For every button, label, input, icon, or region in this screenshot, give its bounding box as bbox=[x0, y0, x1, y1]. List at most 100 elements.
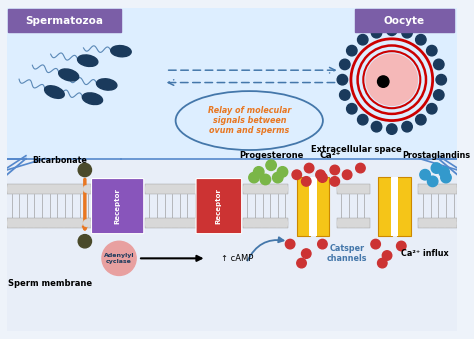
Circle shape bbox=[352, 185, 359, 193]
Circle shape bbox=[371, 27, 382, 38]
Circle shape bbox=[397, 241, 406, 251]
Circle shape bbox=[344, 219, 352, 227]
Bar bbox=[309, 177, 317, 236]
Circle shape bbox=[339, 90, 350, 100]
Bar bbox=[243, 218, 288, 228]
Bar bbox=[7, 218, 91, 228]
Bar bbox=[7, 184, 91, 194]
Bar bbox=[297, 177, 310, 236]
Bar bbox=[337, 184, 370, 194]
Circle shape bbox=[60, 219, 68, 227]
Circle shape bbox=[243, 219, 250, 227]
Circle shape bbox=[281, 185, 288, 193]
Circle shape bbox=[416, 35, 426, 45]
Circle shape bbox=[436, 75, 447, 85]
Text: Catsper
channels: Catsper channels bbox=[327, 244, 367, 263]
Circle shape bbox=[152, 185, 160, 193]
Circle shape bbox=[346, 45, 357, 56]
Circle shape bbox=[441, 219, 449, 227]
Circle shape bbox=[191, 219, 198, 227]
Circle shape bbox=[30, 219, 37, 227]
Circle shape bbox=[441, 185, 449, 193]
Circle shape bbox=[15, 219, 22, 227]
Circle shape bbox=[427, 103, 437, 114]
Ellipse shape bbox=[82, 93, 102, 104]
Circle shape bbox=[53, 219, 60, 227]
Circle shape bbox=[434, 219, 441, 227]
Circle shape bbox=[183, 219, 191, 227]
Circle shape bbox=[434, 185, 441, 193]
Circle shape bbox=[78, 235, 91, 248]
Circle shape bbox=[318, 173, 327, 182]
Circle shape bbox=[337, 219, 344, 227]
Text: Extracellular space: Extracellular space bbox=[311, 144, 402, 154]
Bar bbox=[398, 177, 411, 236]
Circle shape bbox=[378, 258, 387, 268]
Circle shape bbox=[337, 75, 347, 85]
Circle shape bbox=[301, 177, 311, 186]
Bar bbox=[7, 8, 457, 159]
Circle shape bbox=[285, 239, 295, 249]
Circle shape bbox=[45, 185, 53, 193]
Circle shape bbox=[250, 185, 258, 193]
Circle shape bbox=[342, 170, 352, 179]
Circle shape bbox=[258, 185, 265, 193]
Circle shape bbox=[45, 219, 53, 227]
Circle shape bbox=[359, 219, 367, 227]
FancyBboxPatch shape bbox=[91, 179, 144, 234]
Bar bbox=[316, 177, 329, 236]
Circle shape bbox=[152, 219, 160, 227]
Circle shape bbox=[83, 219, 91, 227]
Ellipse shape bbox=[97, 79, 117, 90]
Circle shape bbox=[22, 219, 30, 227]
Circle shape bbox=[83, 185, 91, 193]
Bar bbox=[419, 218, 457, 228]
Circle shape bbox=[68, 185, 75, 193]
Circle shape bbox=[249, 172, 259, 183]
Text: Ca²⁺: Ca²⁺ bbox=[319, 152, 341, 160]
Text: Receptor: Receptor bbox=[216, 188, 222, 224]
Circle shape bbox=[37, 185, 45, 193]
Circle shape bbox=[402, 27, 412, 38]
Text: Adenylyl
cyclase: Adenylyl cyclase bbox=[104, 253, 134, 264]
Circle shape bbox=[426, 185, 434, 193]
Circle shape bbox=[68, 219, 75, 227]
Circle shape bbox=[431, 163, 442, 173]
Circle shape bbox=[420, 170, 430, 180]
Text: ↑ cAMP: ↑ cAMP bbox=[221, 254, 253, 263]
Circle shape bbox=[175, 219, 183, 227]
Circle shape bbox=[449, 219, 456, 227]
Bar bbox=[337, 218, 370, 228]
Circle shape bbox=[439, 167, 449, 177]
Circle shape bbox=[160, 185, 167, 193]
Circle shape bbox=[273, 185, 281, 193]
Circle shape bbox=[346, 103, 357, 114]
Circle shape bbox=[277, 167, 288, 177]
Ellipse shape bbox=[59, 69, 79, 81]
Circle shape bbox=[7, 219, 15, 227]
Text: Bicarbonate: Bicarbonate bbox=[32, 156, 87, 165]
Bar bbox=[7, 159, 457, 331]
Circle shape bbox=[359, 185, 367, 193]
Circle shape bbox=[434, 90, 444, 100]
Circle shape bbox=[258, 219, 265, 227]
Circle shape bbox=[160, 219, 167, 227]
Bar bbox=[379, 177, 392, 236]
Circle shape bbox=[427, 45, 437, 56]
Circle shape bbox=[75, 185, 83, 193]
Circle shape bbox=[339, 59, 350, 69]
Circle shape bbox=[37, 219, 45, 227]
Circle shape bbox=[416, 115, 426, 125]
Circle shape bbox=[167, 219, 175, 227]
Circle shape bbox=[183, 185, 191, 193]
Circle shape bbox=[316, 170, 325, 179]
Text: Oocyte: Oocyte bbox=[383, 16, 425, 26]
Text: Sperm membrane: Sperm membrane bbox=[8, 279, 92, 288]
Circle shape bbox=[273, 219, 281, 227]
Text: Progesterone: Progesterone bbox=[239, 152, 303, 160]
Circle shape bbox=[175, 185, 183, 193]
Text: Ca²⁺ influx: Ca²⁺ influx bbox=[401, 249, 449, 258]
Circle shape bbox=[441, 172, 451, 183]
Circle shape bbox=[304, 163, 314, 173]
Text: Prostaglandins: Prostaglandins bbox=[402, 152, 471, 160]
